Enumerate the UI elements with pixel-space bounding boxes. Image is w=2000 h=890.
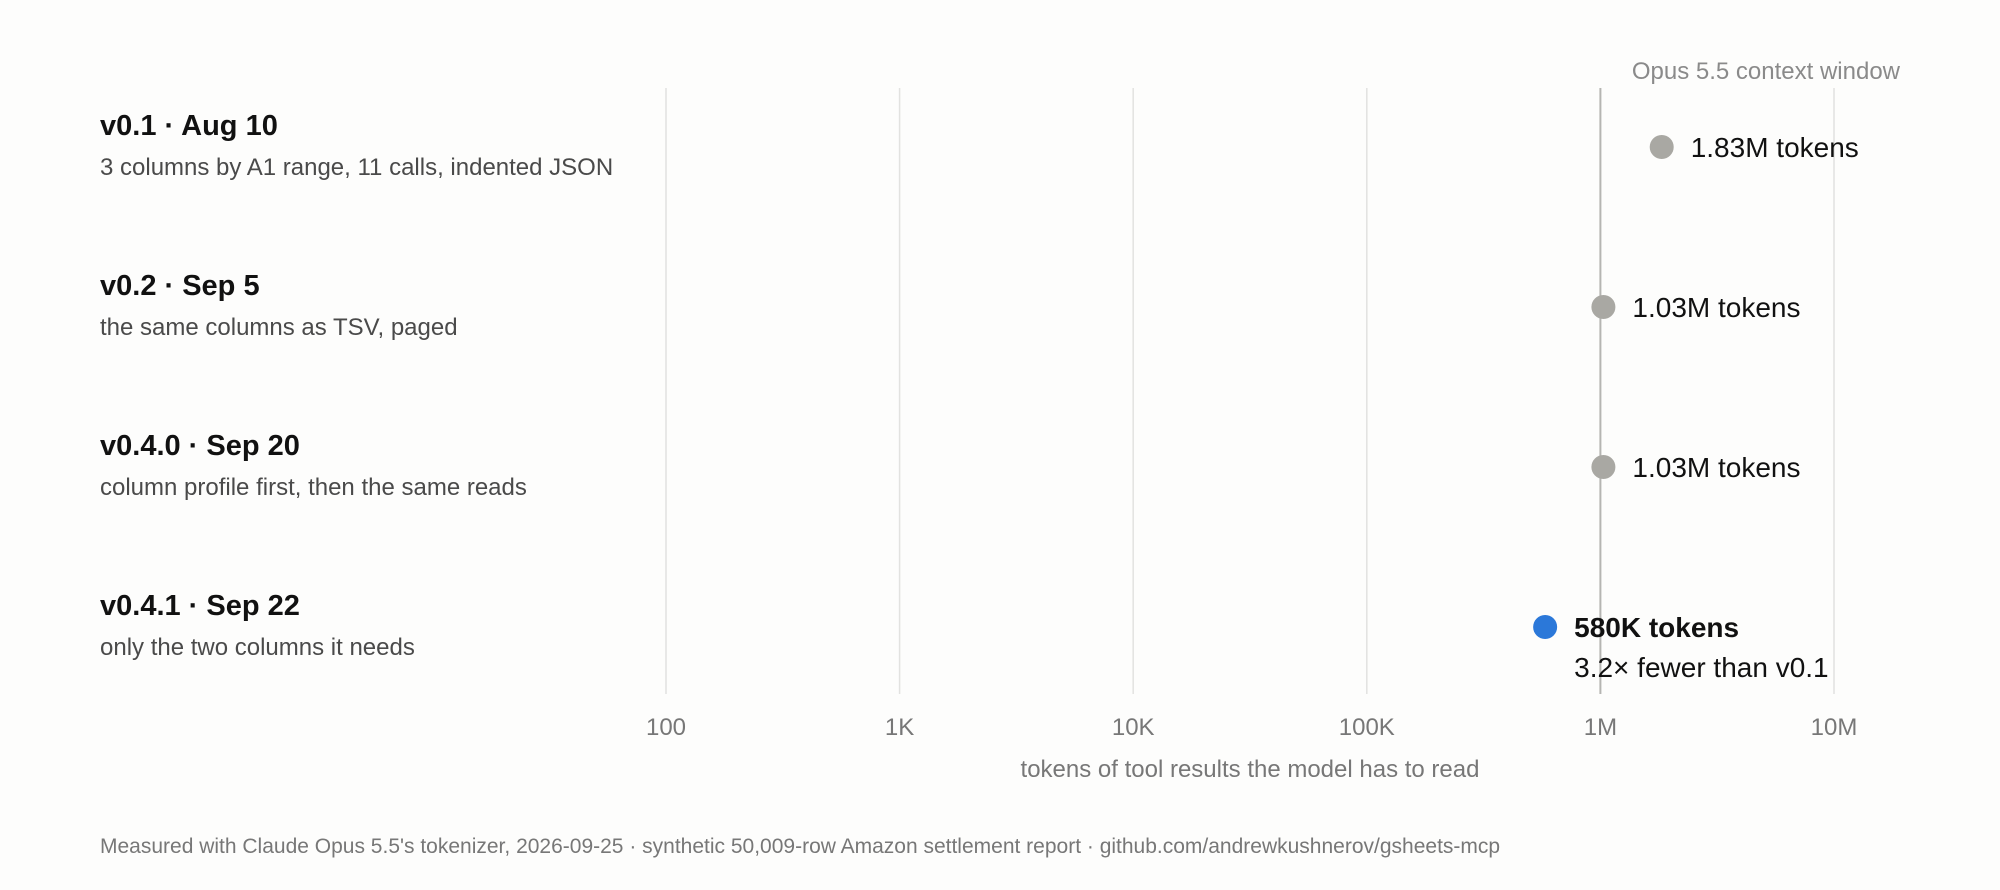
x-tick-label: 100K: [1339, 714, 1395, 741]
context-window-label: Opus 5.5 context window: [1632, 58, 1901, 85]
row-title: v0.2 · Sep 5: [100, 270, 260, 302]
data-point: [1591, 455, 1616, 479]
row-title: v0.1 · Aug 10: [100, 110, 278, 142]
grid-lines: [665, 88, 1835, 694]
chart-row: v0.4.1 · Sep 22 only the two columns it n…: [100, 590, 1829, 683]
x-tick-label: 10M: [1811, 714, 1858, 741]
x-tick-label: 1M: [1584, 714, 1617, 741]
data-point: [1649, 135, 1674, 159]
row-description: 3 columns by A1 range, 11 calls, indente…: [100, 154, 613, 181]
data-point: [1591, 295, 1616, 319]
x-tick-label: 100: [646, 714, 686, 741]
context-window-reference: Opus 5.5 context window: [1599, 58, 1901, 694]
data-value-label: 580K tokens: [1574, 612, 1739, 643]
x-tick-label: 1K: [885, 714, 914, 741]
comparison-note: 3.2× fewer than v0.1: [1574, 652, 1829, 683]
chart-row: v0.4.0 · Sep 20 column profile first, the…: [100, 430, 1801, 501]
data-value-label: 1.03M tokens: [1632, 452, 1800, 483]
x-tick-label: 10K: [1112, 714, 1155, 741]
chart-row: v0.1 · Aug 10 3 columns by A1 range, 11 c…: [100, 110, 1859, 181]
data-value-label: 1.83M tokens: [1691, 132, 1859, 163]
x-axis-ticks: 100 1K 10K 100K 1M 10M: [646, 714, 1857, 741]
x-axis-label: tokens of tool results the model has to …: [1021, 756, 1480, 783]
row-title: v0.4.0 · Sep 20: [100, 430, 300, 462]
chart-row: v0.2 · Sep 5 the same columns as TSV, pag…: [100, 270, 1801, 341]
row-description: only the two columns it needs: [100, 634, 415, 661]
data-value-label: 1.03M tokens: [1632, 292, 1800, 323]
row-description: column profile first, then the same read…: [100, 474, 527, 501]
data-point-highlight: [1533, 615, 1558, 639]
row-description: the same columns as TSV, paged: [100, 314, 458, 341]
chart-rows: v0.1 · Aug 10 3 columns by A1 range, 11 c…: [100, 110, 1859, 683]
row-title: v0.4.1 · Sep 22: [100, 590, 300, 622]
footnote: Measured with Claude Opus 5.5's tokenize…: [100, 835, 1500, 858]
